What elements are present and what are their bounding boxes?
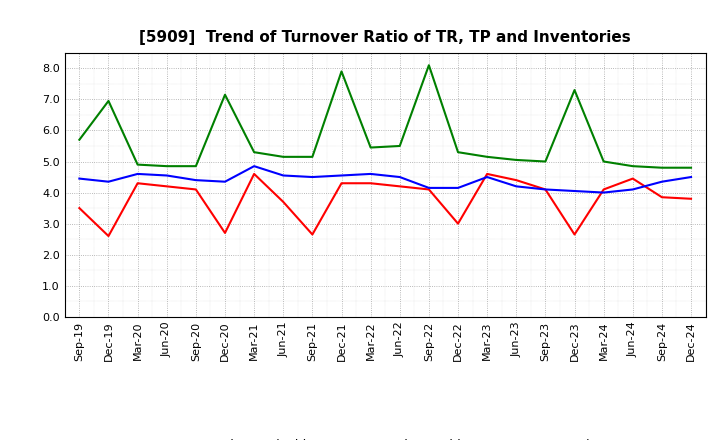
Trade Payables xyxy=(308,174,317,180)
Inventories xyxy=(163,164,171,169)
Trade Receivables xyxy=(483,171,492,176)
Line: Trade Payables: Trade Payables xyxy=(79,166,691,193)
Trade Payables xyxy=(483,174,492,180)
Inventories xyxy=(657,165,666,170)
Trade Receivables xyxy=(308,232,317,237)
Legend: Trade Receivables, Trade Payables, Inventories: Trade Receivables, Trade Payables, Inven… xyxy=(161,434,610,440)
Trade Receivables xyxy=(133,180,142,186)
Inventories xyxy=(192,164,200,169)
Trade Receivables xyxy=(279,199,287,205)
Trade Receivables xyxy=(104,233,113,238)
Trade Payables xyxy=(279,173,287,178)
Trade Receivables xyxy=(570,232,579,237)
Trade Receivables xyxy=(687,196,696,202)
Inventories xyxy=(366,145,375,150)
Line: Inventories: Inventories xyxy=(79,65,691,168)
Inventories xyxy=(599,159,608,164)
Trade Receivables xyxy=(541,187,550,192)
Trade Receivables xyxy=(395,184,404,189)
Inventories xyxy=(395,143,404,149)
Trade Payables xyxy=(570,188,579,194)
Trade Receivables xyxy=(454,221,462,226)
Trade Payables xyxy=(395,174,404,180)
Inventories xyxy=(308,154,317,159)
Trade Receivables xyxy=(425,187,433,192)
Inventories xyxy=(250,150,258,155)
Trade Payables xyxy=(512,184,521,189)
Trade Payables xyxy=(133,171,142,176)
Trade Receivables xyxy=(366,180,375,186)
Trade Payables xyxy=(687,174,696,180)
Inventories xyxy=(279,154,287,159)
Inventories xyxy=(570,88,579,93)
Inventories xyxy=(133,162,142,167)
Trade Payables xyxy=(104,179,113,184)
Trade Payables xyxy=(366,171,375,176)
Trade Receivables xyxy=(512,177,521,183)
Inventories xyxy=(687,165,696,170)
Trade Receivables xyxy=(163,184,171,189)
Inventories xyxy=(629,164,637,169)
Trade Receivables xyxy=(337,180,346,186)
Inventories xyxy=(483,154,492,159)
Inventories xyxy=(541,159,550,164)
Trade Payables xyxy=(599,190,608,195)
Title: [5909]  Trend of Turnover Ratio of TR, TP and Inventories: [5909] Trend of Turnover Ratio of TR, TP… xyxy=(140,29,631,45)
Trade Payables xyxy=(192,177,200,183)
Inventories xyxy=(220,92,229,97)
Trade Payables xyxy=(337,173,346,178)
Trade Receivables xyxy=(250,171,258,176)
Line: Trade Receivables: Trade Receivables xyxy=(79,174,691,236)
Trade Receivables xyxy=(220,230,229,235)
Inventories xyxy=(454,150,462,155)
Inventories xyxy=(75,137,84,143)
Trade Payables xyxy=(75,176,84,181)
Trade Payables xyxy=(220,179,229,184)
Trade Payables xyxy=(657,179,666,184)
Trade Payables xyxy=(425,185,433,191)
Inventories xyxy=(512,158,521,163)
Trade Receivables xyxy=(629,176,637,181)
Trade Payables xyxy=(454,185,462,191)
Trade Receivables xyxy=(657,194,666,200)
Inventories xyxy=(425,62,433,68)
Trade Payables xyxy=(163,173,171,178)
Trade Payables xyxy=(541,187,550,192)
Inventories xyxy=(104,98,113,103)
Inventories xyxy=(337,69,346,74)
Trade Payables xyxy=(629,187,637,192)
Trade Payables xyxy=(250,164,258,169)
Trade Receivables xyxy=(75,205,84,211)
Trade Receivables xyxy=(599,187,608,192)
Trade Receivables xyxy=(192,187,200,192)
